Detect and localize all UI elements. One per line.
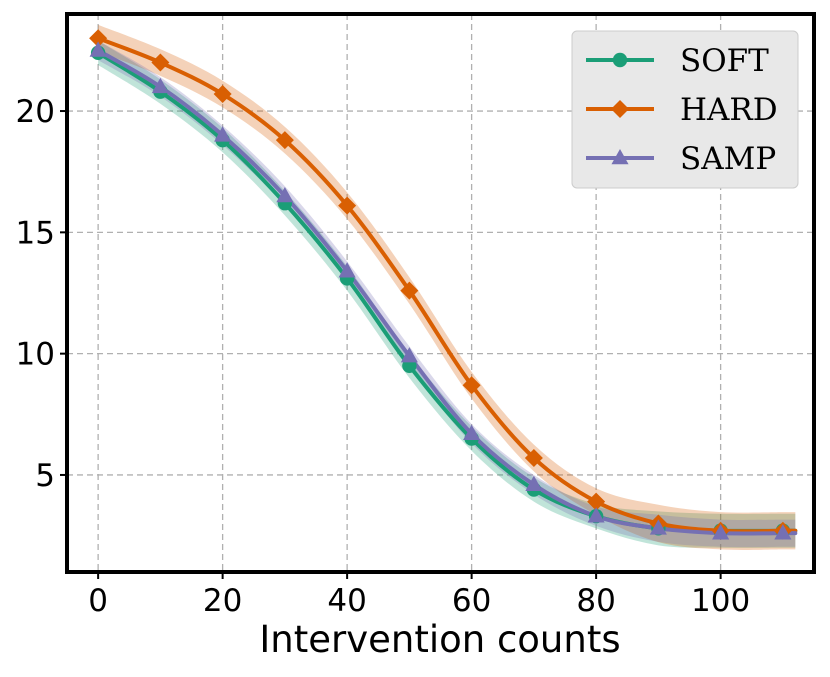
soft-legend-marker xyxy=(612,52,628,68)
samp-point xyxy=(774,524,792,540)
y-tick-label: 10 xyxy=(16,337,55,373)
samp-legend-marker xyxy=(611,149,629,165)
samp-point xyxy=(276,186,294,203)
samp-point xyxy=(151,77,169,94)
hard-point xyxy=(400,281,419,300)
samp-point xyxy=(712,524,730,540)
hard-legend-marker xyxy=(611,100,629,118)
hard-point xyxy=(338,196,357,215)
x-tick-label: 60 xyxy=(452,583,491,619)
soft-legend-label: SOFT xyxy=(680,43,769,79)
hard-band xyxy=(98,24,796,550)
x-axis-title: Intervention counts xyxy=(259,618,620,661)
y-tick-label: 5 xyxy=(35,458,55,494)
samp-point xyxy=(89,41,107,57)
legend-box xyxy=(571,30,799,189)
hard-point xyxy=(524,448,543,467)
x-tick-label: 0 xyxy=(88,583,108,619)
x-tick-label: 40 xyxy=(327,583,366,619)
x-tick-label: 100 xyxy=(691,583,750,619)
samp-point xyxy=(214,126,232,142)
x-tick-label: 20 xyxy=(203,583,242,619)
x-tick-label: 80 xyxy=(576,583,615,619)
samp-point xyxy=(338,262,356,278)
hard-point xyxy=(151,53,170,72)
y-tick-label: 20 xyxy=(16,94,55,130)
y-tick-label: 15 xyxy=(16,215,55,251)
hard-point xyxy=(89,29,108,48)
axis-ticks: 0 20 40 60 80 100 5 10 15 20 xyxy=(16,94,751,619)
samp-point xyxy=(400,347,418,363)
samp-point xyxy=(463,424,481,441)
hard-point xyxy=(213,85,232,104)
legend: SOFT HARD SAMP xyxy=(571,30,799,189)
plot-frame xyxy=(65,12,816,574)
grid xyxy=(67,14,814,572)
samp-legend-label: SAMP xyxy=(680,141,776,177)
samp-point xyxy=(525,475,543,491)
hard-legend-label: HARD xyxy=(680,92,778,128)
hard-point xyxy=(587,492,606,511)
samp-point xyxy=(649,519,667,535)
series-markers xyxy=(89,29,792,540)
samp-point xyxy=(587,507,605,523)
hard-point xyxy=(275,131,294,150)
hard-point xyxy=(462,376,481,395)
